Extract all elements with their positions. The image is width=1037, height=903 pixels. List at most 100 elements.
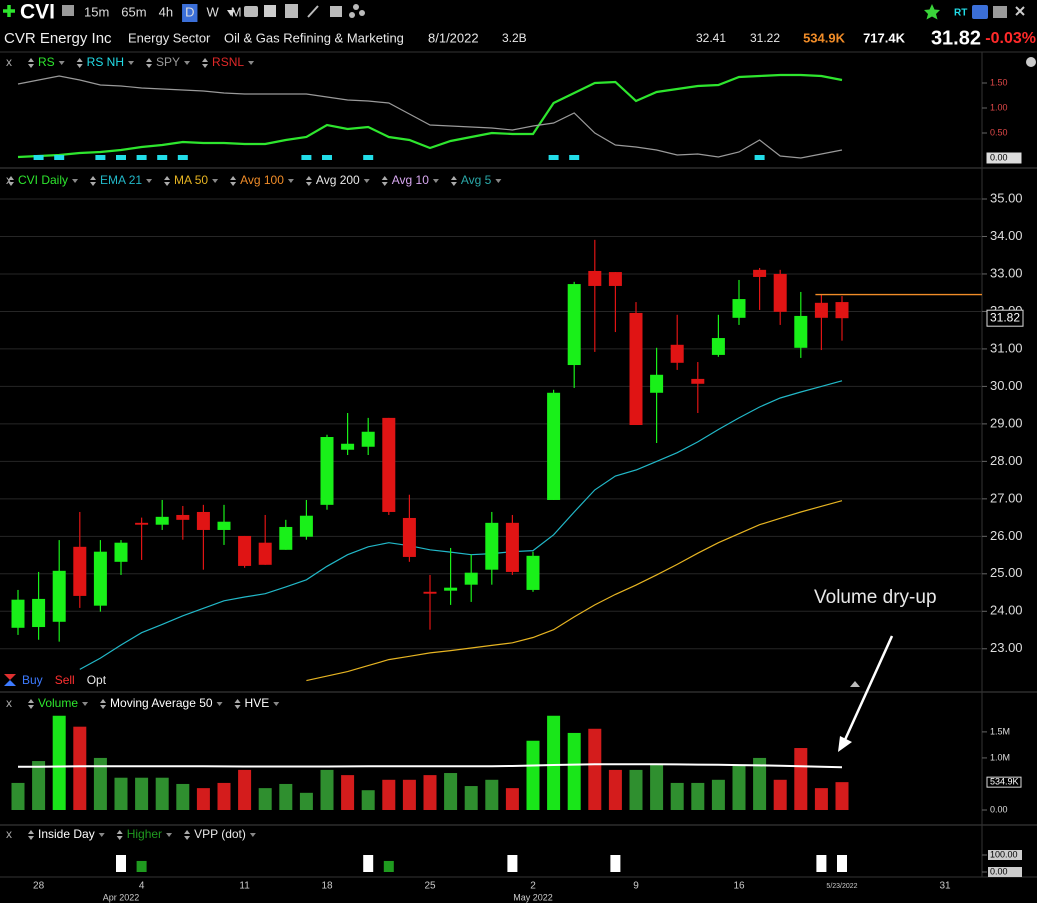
legend-item[interactable]: Inside Day bbox=[38, 827, 95, 841]
dropdown-icon[interactable] bbox=[227, 10, 235, 16]
timeframe-button[interactable]: W bbox=[206, 4, 219, 19]
legend-item[interactable]: SPY bbox=[156, 55, 180, 69]
volume-bar bbox=[217, 782, 231, 810]
order-button[interactable]: Sell bbox=[55, 673, 75, 687]
legend-toggle[interactable] bbox=[381, 176, 388, 186]
legend-dropdown[interactable] bbox=[432, 179, 439, 183]
legend-toggle[interactable] bbox=[100, 699, 107, 709]
legend-dropdown[interactable] bbox=[98, 833, 105, 837]
order-button[interactable]: Buy bbox=[22, 673, 43, 687]
legend-dropdown[interactable] bbox=[82, 702, 89, 706]
close-icon[interactable] bbox=[1015, 6, 1025, 16]
timeframe-button[interactable]: 65m bbox=[121, 4, 146, 19]
legend-item[interactable]: CVI Daily bbox=[18, 173, 68, 187]
legend-item[interactable]: Avg 10 bbox=[392, 173, 429, 187]
legend-dropdown[interactable] bbox=[72, 179, 79, 183]
panel-close[interactable]: x bbox=[6, 173, 12, 187]
legend-toggle[interactable] bbox=[184, 830, 191, 840]
y-tick-label: 100.00 bbox=[990, 849, 1018, 859]
legend-toggle[interactable] bbox=[116, 830, 123, 840]
legend-toggle[interactable] bbox=[234, 699, 241, 709]
panel-close[interactable]: x bbox=[6, 827, 12, 841]
legend-item[interactable]: VPP (dot) bbox=[194, 827, 246, 841]
y-tick-label: 34.00 bbox=[990, 228, 1023, 243]
legend-dropdown[interactable] bbox=[249, 833, 256, 837]
y-tick-label: 24.00 bbox=[990, 603, 1023, 618]
volume-bar bbox=[135, 777, 149, 810]
legend-toggle[interactable] bbox=[146, 58, 153, 68]
legend-dropdown[interactable] bbox=[287, 179, 294, 183]
s-icon[interactable] bbox=[972, 5, 988, 19]
volume-bar bbox=[32, 761, 46, 810]
tool-icon[interactable] bbox=[285, 4, 298, 18]
legend-item[interactable]: Volume bbox=[38, 696, 78, 710]
candle-body bbox=[753, 269, 767, 277]
legend-toggle[interactable] bbox=[164, 176, 171, 186]
rs-new-high bbox=[116, 155, 126, 160]
legend-dropdown[interactable] bbox=[212, 179, 219, 183]
legend-dropdown[interactable] bbox=[166, 833, 173, 837]
legend-toggle[interactable] bbox=[305, 176, 312, 186]
legend-toggle[interactable] bbox=[28, 830, 34, 840]
x-tick-label: 2 bbox=[530, 881, 536, 892]
timeframe-button[interactable]: D bbox=[185, 4, 194, 19]
legend-dropdown[interactable] bbox=[273, 702, 280, 706]
legend-dropdown[interactable] bbox=[184, 61, 191, 65]
legend-item[interactable]: Higher bbox=[127, 827, 162, 841]
panel-close[interactable]: x bbox=[6, 696, 12, 710]
legend-item[interactable]: Avg 100 bbox=[240, 173, 284, 187]
legend-toggle[interactable] bbox=[76, 58, 83, 68]
legend-item[interactable]: RSNL bbox=[212, 55, 244, 69]
legend-item[interactable]: MA 50 bbox=[174, 173, 208, 187]
legend-toggle[interactable] bbox=[28, 699, 34, 709]
timeframe-button[interactable]: 15m bbox=[84, 4, 109, 19]
tool-icon[interactable] bbox=[353, 4, 359, 10]
legend-toggle[interactable] bbox=[450, 176, 457, 186]
legend-dropdown[interactable] bbox=[128, 61, 135, 65]
add-icon[interactable] bbox=[3, 5, 15, 17]
legend-toggle[interactable] bbox=[8, 176, 14, 186]
legend-item[interactable]: Avg 5 bbox=[461, 173, 492, 187]
legend-dropdown[interactable] bbox=[495, 179, 502, 183]
candle-body bbox=[547, 392, 561, 500]
legend-item[interactable]: HVE bbox=[245, 696, 270, 710]
legend-dropdown[interactable] bbox=[248, 61, 255, 65]
tool-icon[interactable] bbox=[349, 12, 355, 18]
legend-item[interactable]: Avg 200 bbox=[316, 173, 360, 187]
timeframe-button[interactable]: M bbox=[231, 4, 242, 19]
settings-icon[interactable] bbox=[1026, 57, 1036, 67]
panel-close[interactable]: x bbox=[6, 55, 12, 69]
tool-icon[interactable] bbox=[62, 5, 74, 16]
tool-icon[interactable] bbox=[264, 5, 276, 17]
y-tick-label: 27.00 bbox=[990, 490, 1023, 505]
legend-item[interactable]: RS bbox=[38, 55, 55, 69]
candle-body bbox=[361, 431, 375, 447]
legend-dropdown[interactable] bbox=[216, 702, 223, 706]
x-month-label: Apr 2022 bbox=[103, 892, 140, 902]
legend-item[interactable]: EMA 21 bbox=[100, 173, 142, 187]
trade-icon[interactable] bbox=[4, 680, 16, 686]
legend-toggle[interactable] bbox=[202, 58, 209, 68]
legend-toggle[interactable] bbox=[28, 58, 34, 68]
order-button[interactable]: Opt bbox=[87, 673, 107, 687]
star-icon[interactable] bbox=[924, 4, 940, 20]
volume-bar bbox=[464, 786, 478, 810]
legend-toggle[interactable] bbox=[230, 176, 237, 186]
header-date: 8/1/2022 bbox=[428, 30, 479, 45]
timeframe-button[interactable]: 4h bbox=[159, 4, 173, 19]
trade-icon[interactable] bbox=[4, 674, 16, 680]
legend-item[interactable]: Moving Average 50 bbox=[110, 696, 213, 710]
legend-dropdown[interactable] bbox=[363, 179, 370, 183]
tool-icon[interactable] bbox=[307, 5, 319, 18]
legend-dropdown[interactable] bbox=[146, 179, 153, 183]
tool-icon[interactable] bbox=[244, 6, 258, 17]
legend-item[interactable]: RS NH bbox=[87, 55, 124, 69]
tool-icon[interactable] bbox=[993, 6, 1007, 18]
tool-icon[interactable] bbox=[359, 10, 365, 16]
legend-toggle[interactable] bbox=[90, 176, 97, 186]
legend-dropdown[interactable] bbox=[58, 61, 65, 65]
signal-bar bbox=[837, 855, 847, 872]
header-last: 31.82 bbox=[931, 27, 981, 49]
tool-icon[interactable] bbox=[330, 6, 342, 17]
